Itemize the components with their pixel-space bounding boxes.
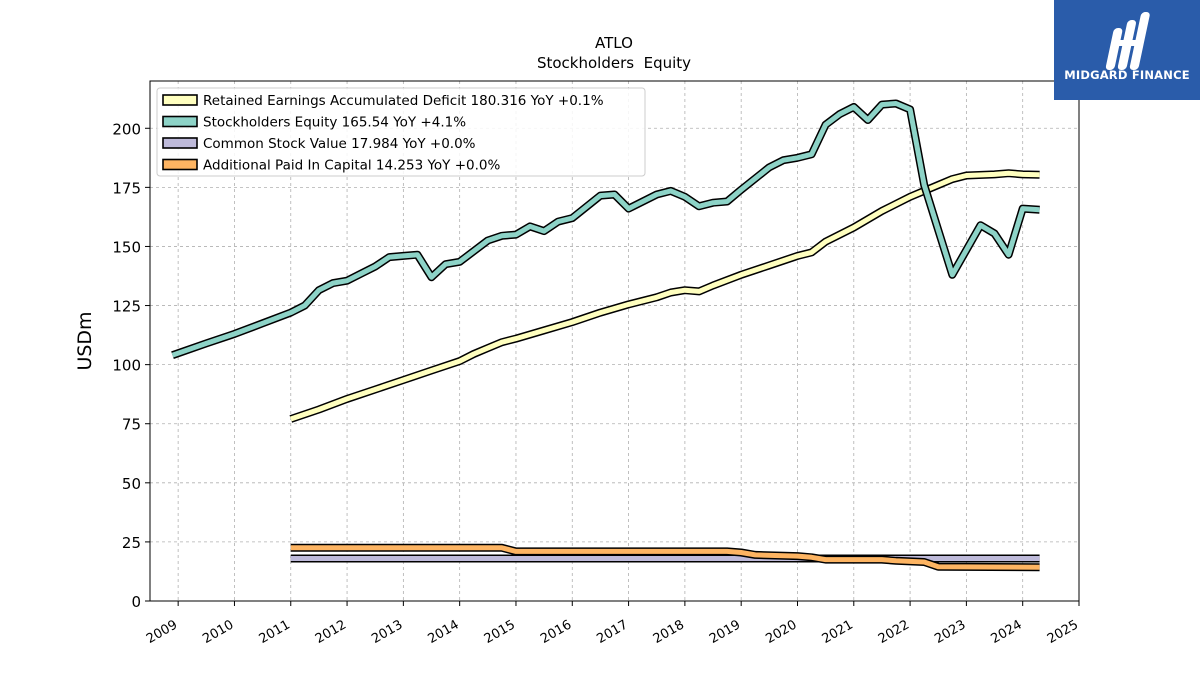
x-tick-label: 2017 [594,617,630,647]
y-tick-label: 75 [122,416,141,434]
x-tick-label: 2022 [876,617,912,647]
legend-swatch [162,137,198,149]
legend-swatch [162,94,198,106]
x-tick-label: 2011 [257,617,293,647]
x-tick-label: 2023 [932,617,968,647]
x-tick-label: 2013 [369,617,405,647]
x-tick-label: 2010 [200,617,236,647]
series-layer [171,99,1040,572]
series-1-line [171,101,1040,358]
legend-label: Common Stock Value 17.984 YoY +0.0% [203,136,476,152]
legend-label: Retained Earnings Accumulated Deficit 18… [203,93,604,109]
legend: Retained Earnings Accumulated Deficit 18… [156,87,646,177]
x-tick-label: 2020 [763,617,799,647]
chart-title: ATLO [595,34,633,52]
legend-label: Additional Paid In Capital 14.253 YoY +0… [203,158,500,174]
chart-subtitle: Stockholders Equity [537,54,691,72]
y-tick-label: 125 [112,298,141,316]
y-tick-label: 25 [122,534,141,552]
x-tick-label: 2014 [426,617,462,647]
legend-label: Stockholders Equity 165.54 YoY +4.1% [203,115,466,131]
brand-name: MIDGARD FINANCE [1064,68,1190,82]
x-tick-label: 2021 [820,617,856,647]
x-tick-label: 2018 [651,617,687,647]
y-tick-label: 0 [131,593,141,611]
y-tick-label: 50 [122,475,141,493]
x-tick-label: 2025 [1045,617,1081,647]
y-tick-label: 100 [112,357,141,375]
y-tick-label: 200 [112,120,141,138]
y-axis: 0 25 50 75 100 125 150 175 200 [112,120,150,611]
y-tick-label: 175 [112,179,141,197]
y-axis-label: USDm [74,311,96,370]
legend-swatch [162,158,198,171]
plot-frame [149,80,1080,602]
x-tick-label: 2015 [482,617,518,647]
x-tick-label: 2019 [707,617,743,647]
x-tick-label: 2024 [989,617,1025,647]
x-tick-label: 2016 [538,617,574,647]
brand-logo: MIDGARD FINANCE [1054,0,1200,100]
legend-swatch [162,115,198,128]
x-tick-label: 2009 [144,617,180,647]
y-tick-label: 150 [112,238,141,256]
series-0-line [289,170,1040,422]
x-axis: 2009 2010 2011 2012 2013 2014 2015 2016 2017 2018… [144,601,1081,647]
x-tick-label: 2012 [313,617,349,647]
legend-box [156,87,646,177]
brand-logo-mark-icon [1105,12,1150,70]
series-3-line [290,545,1040,570]
